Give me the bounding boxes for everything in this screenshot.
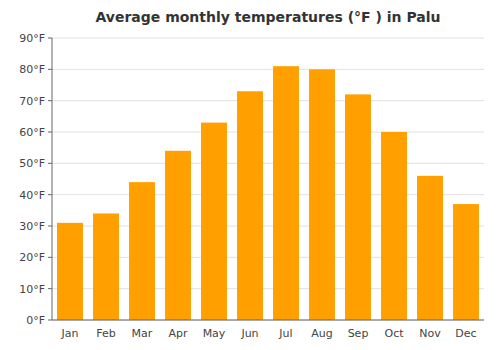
bar	[309, 69, 335, 320]
title: Average monthly temperatures (°F ) in Pa…	[95, 9, 440, 25]
y-tick	[48, 69, 52, 70]
bars	[57, 66, 479, 320]
grid	[52, 38, 484, 320]
chart: Average monthly temperatures (°F ) in Pa…	[0, 0, 500, 350]
x-axis: Jan Feb Mar Apr May Jun Jul Aug Sep Oct Nov Dec	[52, 320, 484, 340]
x-axis-line	[52, 320, 484, 321]
x-tick-label: Mar	[132, 327, 153, 340]
x-tick-label: Nov	[419, 327, 441, 340]
x-tick-label: Jun	[240, 327, 258, 340]
grid-line	[52, 132, 484, 133]
y-tick	[48, 132, 52, 133]
bar	[165, 151, 191, 320]
y-tick-label: 0°F	[26, 314, 45, 327]
bar	[237, 91, 263, 320]
y-tick-label: 70°F	[19, 95, 45, 108]
x-tick-label: Feb	[96, 327, 115, 340]
x-tick-label: Aug	[311, 327, 332, 340]
y-axis-line	[52, 38, 53, 320]
x-tick-label: Jul	[278, 327, 292, 340]
y-tick	[48, 320, 52, 321]
y-axis: 0°F 10°F 20°F 30°F 40°F 50°F 60°F 70°F 80°F 90°F	[19, 32, 52, 327]
y-tick	[48, 38, 52, 39]
bar	[453, 204, 479, 320]
y-tick	[48, 194, 52, 195]
x-tick-label: Dec	[455, 327, 476, 340]
bar	[345, 94, 371, 320]
y-tick-label: 20°F	[19, 251, 45, 264]
grid-line	[52, 38, 484, 39]
bar	[201, 123, 227, 320]
bar	[273, 66, 299, 320]
y-tick	[48, 226, 52, 227]
y-tick-label: 10°F	[19, 283, 45, 296]
y-tick	[48, 257, 52, 258]
y-tick-label: 90°F	[19, 32, 45, 45]
bar	[93, 213, 119, 320]
y-tick-label: 50°F	[19, 157, 45, 170]
y-tick-label: 30°F	[19, 220, 45, 233]
x-tick-label: Apr	[168, 327, 188, 340]
grid-line	[52, 163, 484, 164]
y-tick-label: 60°F	[19, 126, 45, 139]
grid-line	[52, 320, 484, 321]
x-tick-label: Sep	[348, 327, 369, 340]
grid-line	[52, 69, 484, 70]
bar	[129, 182, 155, 320]
y-tick	[48, 288, 52, 289]
y-tick	[48, 100, 52, 101]
y-tick-label: 40°F	[19, 189, 45, 202]
grid-line	[52, 100, 484, 101]
y-tick-label: 80°F	[19, 63, 45, 76]
x-tick-label: Oct	[384, 327, 404, 340]
chart-container: Average monthly temperatures (°F ) in Pa…	[0, 0, 500, 350]
bar	[57, 223, 83, 320]
bar	[381, 132, 407, 320]
bar	[417, 176, 443, 320]
x-tick-label: May	[203, 327, 226, 340]
x-tick-label: Jan	[61, 327, 79, 340]
y-tick	[48, 163, 52, 164]
